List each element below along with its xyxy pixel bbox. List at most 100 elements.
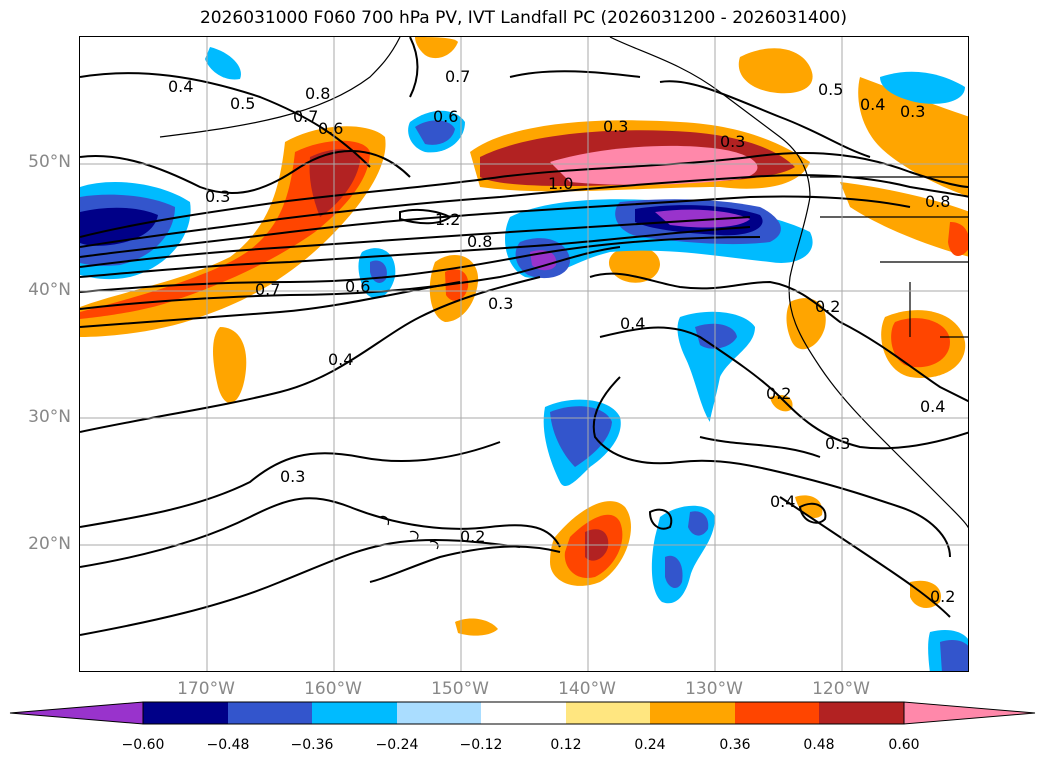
colorbar-bin — [819, 702, 904, 724]
contour-label: 0.7 — [293, 107, 318, 126]
graticule — [80, 37, 968, 671]
lat-label-30n: 30°N — [28, 407, 71, 427]
pv-contour — [80, 152, 968, 238]
coastline-islands — [379, 515, 439, 550]
lat-label-20n: 20°N — [28, 534, 71, 554]
contour-label: 0.3 — [900, 102, 925, 121]
positive-anomaly-region — [795, 495, 823, 518]
colorbar-bin — [566, 702, 650, 724]
pv-contour — [80, 236, 761, 293]
colorbar-frame — [142, 701, 905, 725]
colorbar-bin — [143, 702, 228, 724]
colorbar-extend-high — [903, 701, 1036, 725]
contour-label: 0.2 — [766, 384, 791, 403]
colorbar-tick: −0.24 — [375, 737, 419, 753]
lat-label-40n: 40°N — [28, 280, 71, 300]
pv-contour — [409, 37, 419, 98]
contour-label: 0.3 — [205, 187, 230, 206]
contour-label: 0.3 — [825, 434, 850, 453]
positive-anomaly-region — [445, 269, 469, 301]
contour-label: 0.3 — [280, 467, 305, 486]
colorbar-bin — [481, 702, 566, 724]
negative-anomaly-region — [880, 71, 965, 104]
contour-label: 0.4 — [770, 492, 795, 511]
contour-label: 0.7 — [255, 280, 280, 299]
colorbar-bin — [228, 702, 312, 724]
contour-label: 0.2 — [930, 587, 955, 606]
colorbar-tick: −0.48 — [206, 737, 250, 753]
colorbar-tick: −0.60 — [121, 737, 165, 753]
colorbar-tick: 0.60 — [888, 737, 920, 753]
lon-label-140w: 140°W — [558, 679, 616, 699]
pv-contour — [80, 441, 501, 528]
contour-label: 0.3 — [603, 117, 628, 136]
colorbar-tick: 0.48 — [803, 737, 835, 753]
contour-label: 0.5 — [818, 80, 843, 99]
pv-contour — [80, 276, 541, 433]
contour-label: 0.8 — [467, 232, 492, 251]
negative-anomaly-region — [550, 406, 612, 467]
negative-anomaly-region — [695, 323, 737, 349]
pv-contour — [509, 70, 641, 78]
contour-label: 0.2 — [460, 527, 485, 546]
pv-contour — [80, 174, 968, 248]
colorbar-tick: 0.24 — [634, 737, 666, 753]
pv-contour — [589, 272, 968, 403]
colorbar-bin — [312, 702, 397, 724]
colorbar-bin — [397, 702, 481, 724]
shading-layer — [80, 37, 968, 671]
negative-anomaly-region — [205, 47, 241, 80]
lon-label-170w: 170°W — [177, 679, 235, 699]
contour-label: 1.0 — [548, 174, 573, 193]
contour-label: 0.6 — [345, 277, 370, 296]
negative-anomaly-region — [415, 120, 455, 145]
pv-contour — [80, 497, 561, 568]
contour-label: 0.4 — [860, 95, 885, 114]
lat-label-50n: 50°N — [28, 152, 71, 172]
coastline-north-america — [609, 37, 968, 529]
contour-label: 0.8 — [305, 84, 330, 103]
colorbar-tick: 0.36 — [719, 737, 751, 753]
pv-contour — [80, 150, 411, 195]
lon-label-130w: 130°W — [685, 679, 743, 699]
pv-contour — [399, 208, 452, 225]
positive-anomaly-region — [948, 222, 968, 256]
contour-label: 0.6 — [318, 119, 343, 138]
positive-anomaly-region — [213, 327, 247, 404]
contour-label: 0.4 — [620, 314, 645, 333]
colorbar — [9, 701, 1036, 725]
colorbar-extend-low — [9, 701, 144, 725]
contour-label: 0.5 — [230, 94, 255, 113]
positive-anomaly-region — [309, 149, 360, 217]
contour-label: 0.2 — [815, 297, 840, 316]
lon-label-160w: 160°W — [304, 679, 362, 699]
positive-anomaly-region — [738, 48, 813, 94]
positive-anomaly-region — [455, 618, 498, 636]
state-borders — [810, 176, 968, 338]
colorbar-bin — [650, 702, 735, 724]
negative-anomaly-region — [665, 555, 683, 589]
negative-anomaly-region — [677, 311, 755, 422]
pv-contour — [599, 326, 968, 450]
lon-label-120w: 120°W — [812, 679, 870, 699]
positive-anomaly-region — [770, 395, 793, 412]
lon-label-150w: 150°W — [431, 679, 489, 699]
pv-contour — [699, 436, 821, 458]
pv-contour — [80, 195, 911, 258]
colorbar-tick: −0.12 — [459, 737, 503, 753]
contour-labels: 0.4 0.5 0.7 0.8 0.6 0.7 0.6 0.3 0.5 0.4 … — [168, 67, 955, 606]
positive-anomaly-region — [786, 298, 826, 350]
pv-contour — [80, 281, 461, 328]
colorbar-tick: 0.12 — [550, 737, 582, 753]
colorbar-bin — [735, 702, 819, 724]
positive-anomaly-region — [858, 77, 968, 197]
pv-contour — [592, 376, 951, 558]
pv-contour — [369, 545, 561, 583]
pv-contour — [80, 216, 751, 268]
pv-contour — [80, 72, 371, 168]
coastlines — [159, 37, 968, 550]
contour-label: 0.7 — [445, 67, 470, 86]
coastline-alaska — [159, 37, 401, 138]
contour-label: 0.4 — [920, 397, 945, 416]
contour-label: 0.3 — [488, 294, 513, 313]
